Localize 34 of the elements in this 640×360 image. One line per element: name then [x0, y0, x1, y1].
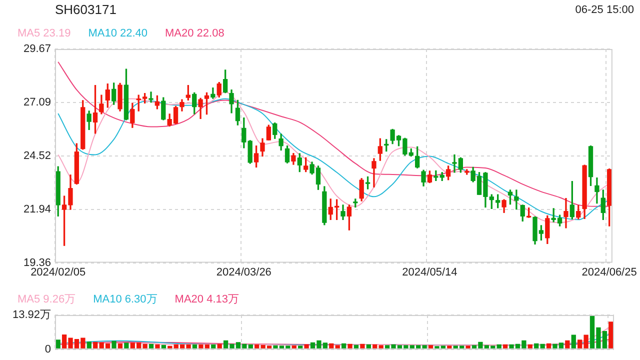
bar	[348, 344, 352, 350]
text: MA20 4.13万	[174, 294, 239, 306]
text: MA10 6.30万	[93, 294, 158, 306]
text: MA5 23.19	[18, 28, 71, 40]
x-tick-label: 2024/02/05	[30, 266, 86, 278]
y-tick-label: 19.36	[23, 256, 51, 269]
chart-title: SH603171	[55, 2, 116, 17]
y-tick-label: 21.94	[23, 203, 51, 216]
bar	[56, 340, 60, 350]
line-series	[58, 61, 610, 207]
line-series	[58, 326, 612, 346]
text: MA10 22.40	[88, 28, 148, 40]
text: 06-25 15:00	[575, 4, 634, 16]
y-tick-label: 27.09	[23, 96, 51, 109]
candlestick	[372, 158, 376, 188]
y-tick-label: 13.92万	[12, 309, 51, 322]
candlestick	[594, 177, 600, 204]
y-tick-label: 29.67	[23, 43, 51, 56]
bar	[608, 322, 614, 350]
y-tick-label: 0	[44, 343, 51, 356]
y-tick-label: 24.52	[23, 150, 51, 162]
x-tick-label: 2024/06/25	[582, 266, 637, 278]
candlestick	[564, 198, 568, 228]
x-tick-label: 2024/03/26	[216, 266, 272, 278]
text: MA20 22.08	[165, 28, 224, 40]
candlestick	[148, 92, 154, 103]
x-tick-label: 2024/05/14	[402, 266, 458, 278]
bar	[466, 346, 470, 350]
text: MA5 9.26万	[18, 294, 76, 306]
bar	[360, 344, 365, 350]
bar	[124, 342, 129, 350]
candlestick	[514, 190, 519, 210]
bar	[112, 340, 116, 350]
bar	[571, 334, 576, 350]
